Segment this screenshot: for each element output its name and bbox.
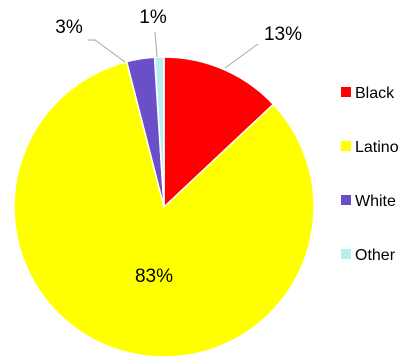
- data-label-black: 13%: [264, 24, 302, 45]
- legend-item-other: Other: [341, 247, 396, 264]
- leader-line-black: [224, 43, 259, 69]
- legend-label-white: White: [355, 193, 396, 210]
- legend-label-latino: Latino: [355, 139, 399, 156]
- leader-line-other: [154, 31, 158, 58]
- leader-lines: [88, 31, 259, 69]
- legend-swatch-latino: [341, 141, 351, 151]
- pie-slices: [13, 56, 315, 358]
- data-labels: 13% 83% 3% 1%: [55, 7, 302, 287]
- data-label-other: 1%: [139, 7, 167, 28]
- legend-item-white: White: [341, 193, 396, 210]
- pie-slice-latino: [13, 60, 315, 358]
- data-label-latino: 83%: [135, 266, 173, 287]
- pie-slice-black: [163, 56, 275, 209]
- legend-label-black: Black: [355, 85, 395, 102]
- legend: Black Latino White Other: [341, 85, 399, 264]
- legend-swatch-other: [341, 249, 351, 259]
- data-label-white: 3%: [55, 17, 83, 38]
- legend-item-latino: Latino: [341, 139, 399, 156]
- legend-label-other: Other: [355, 247, 396, 264]
- pie-slice-other: [153, 56, 165, 208]
- legend-swatch-white: [341, 195, 351, 205]
- legend-item-black: Black: [341, 85, 395, 102]
- legend-swatch-black: [341, 87, 351, 97]
- leader-line-white: [88, 39, 126, 63]
